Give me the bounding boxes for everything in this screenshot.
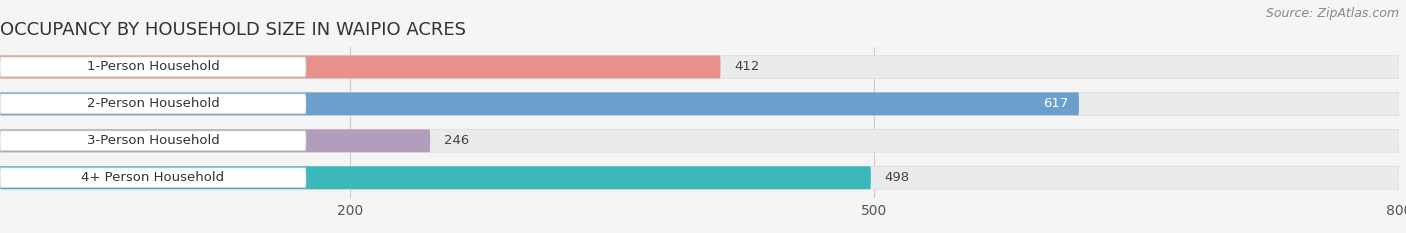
Text: OCCUPANCY BY HOUSEHOLD SIZE IN WAIPIO ACRES: OCCUPANCY BY HOUSEHOLD SIZE IN WAIPIO AC…: [0, 21, 465, 39]
Text: 246: 246: [444, 134, 470, 147]
Text: 617: 617: [1043, 97, 1069, 110]
FancyBboxPatch shape: [0, 57, 307, 77]
FancyBboxPatch shape: [0, 129, 430, 152]
FancyBboxPatch shape: [0, 168, 307, 188]
FancyBboxPatch shape: [0, 131, 307, 151]
Text: 4+ Person Household: 4+ Person Household: [82, 171, 225, 184]
Text: Source: ZipAtlas.com: Source: ZipAtlas.com: [1265, 7, 1399, 20]
FancyBboxPatch shape: [0, 93, 1399, 115]
Text: 3-Person Household: 3-Person Household: [87, 134, 219, 147]
Text: 412: 412: [734, 60, 759, 73]
Text: 1-Person Household: 1-Person Household: [87, 60, 219, 73]
FancyBboxPatch shape: [0, 55, 720, 78]
FancyBboxPatch shape: [0, 166, 1399, 189]
FancyBboxPatch shape: [0, 166, 870, 189]
FancyBboxPatch shape: [0, 129, 1399, 152]
Text: 2-Person Household: 2-Person Household: [87, 97, 219, 110]
Text: 498: 498: [884, 171, 910, 184]
FancyBboxPatch shape: [0, 55, 1399, 78]
FancyBboxPatch shape: [0, 93, 1078, 115]
FancyBboxPatch shape: [0, 94, 307, 114]
